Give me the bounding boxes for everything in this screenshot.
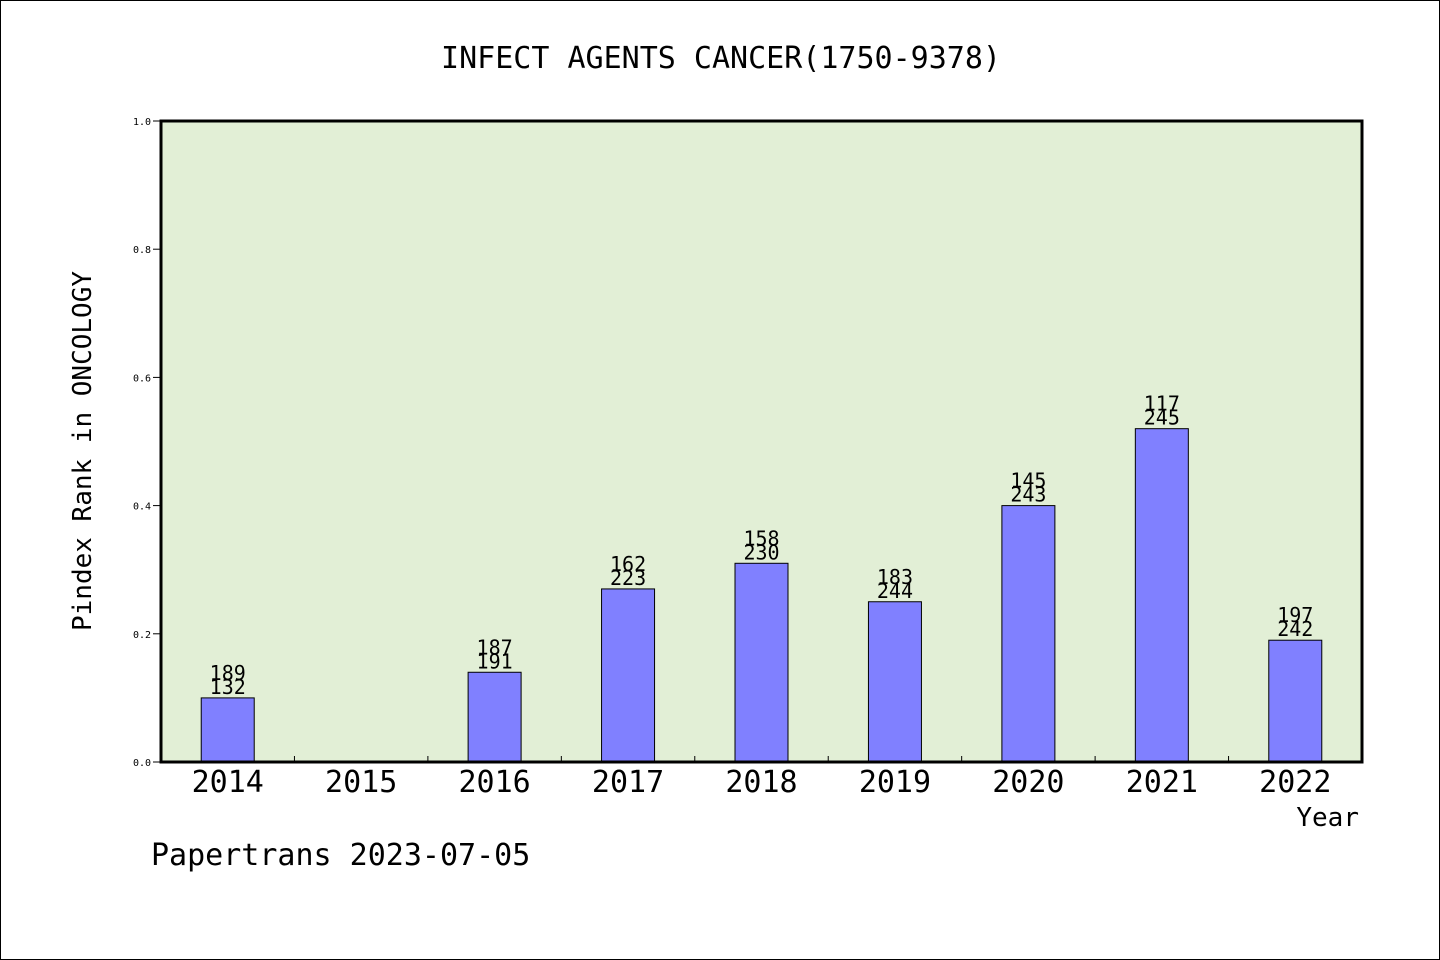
bar-label-top: 183 bbox=[877, 565, 913, 589]
x-tick-label: 2014 bbox=[192, 765, 264, 800]
bar-label-bottom: 230 bbox=[743, 540, 779, 564]
bar-label-top: 189 bbox=[210, 661, 246, 685]
x-tick-label: 2015 bbox=[325, 765, 397, 800]
y-tick-label: 0.8 bbox=[133, 245, 151, 256]
chart-title: INFECT AGENTS CANCER(1750-9378) bbox=[441, 41, 1001, 76]
x-tick-label: 2016 bbox=[458, 765, 530, 800]
bar-2019 bbox=[867, 601, 922, 763]
bar-label-bottom: 223 bbox=[610, 566, 646, 590]
y-axis-label: Pindex Rank in ONCOLOGY bbox=[68, 271, 98, 631]
bar-2016 bbox=[467, 671, 522, 763]
bar-2021 bbox=[1134, 428, 1189, 763]
bar-labels-group: 1891321871911622231582301832441452431172… bbox=[210, 392, 1314, 699]
y-tick-label: 1.0 bbox=[133, 117, 151, 128]
bar-label-bottom: 245 bbox=[1144, 406, 1180, 430]
y-tick-label: 0.6 bbox=[133, 373, 151, 384]
bar-label-bottom: 191 bbox=[477, 649, 513, 673]
bars-group bbox=[200, 428, 1323, 763]
bar-label-top: 158 bbox=[743, 526, 779, 550]
bar-2018 bbox=[734, 562, 789, 763]
bar-2017 bbox=[601, 588, 656, 763]
x-tick-label: 2022 bbox=[1259, 765, 1331, 800]
bar-2022 bbox=[1268, 639, 1323, 763]
x-axis-label: Year bbox=[1296, 803, 1359, 833]
y-tick-label: 0.2 bbox=[133, 630, 151, 641]
y-axis: 0.0 0.2 0.4 0.6 0.8 1.0 bbox=[133, 117, 161, 769]
bar-label-bottom: 244 bbox=[877, 579, 913, 603]
x-tick-label: 2018 bbox=[725, 765, 797, 800]
bar-label-bottom: 132 bbox=[210, 675, 246, 699]
bar-label-top: 197 bbox=[1277, 603, 1313, 627]
bar-label-bottom: 243 bbox=[1010, 483, 1046, 507]
x-tick-label: 2019 bbox=[859, 765, 931, 800]
bar-label-top: 162 bbox=[610, 552, 646, 576]
bar-2014 bbox=[200, 697, 255, 763]
bar-label-top: 145 bbox=[1010, 469, 1046, 493]
bar-2020 bbox=[1001, 505, 1056, 763]
x-tick-label: 2021 bbox=[1126, 765, 1198, 800]
plot-frame bbox=[159, 119, 1364, 764]
bar-label-bottom: 242 bbox=[1277, 617, 1313, 641]
footer-credit: Papertrans 2023-07-05 bbox=[151, 838, 530, 873]
bar-label-top: 117 bbox=[1144, 392, 1180, 416]
x-axis: 2014 2015 2016 2017 2018 2019 2020 2021 2022 bbox=[192, 756, 1331, 800]
x-tick-label: 2020 bbox=[992, 765, 1064, 800]
bar-label-top: 187 bbox=[477, 635, 513, 659]
y-tick-label: 0.0 bbox=[133, 758, 151, 769]
y-tick-label: 0.4 bbox=[133, 502, 151, 513]
x-tick-label: 2017 bbox=[592, 765, 664, 800]
